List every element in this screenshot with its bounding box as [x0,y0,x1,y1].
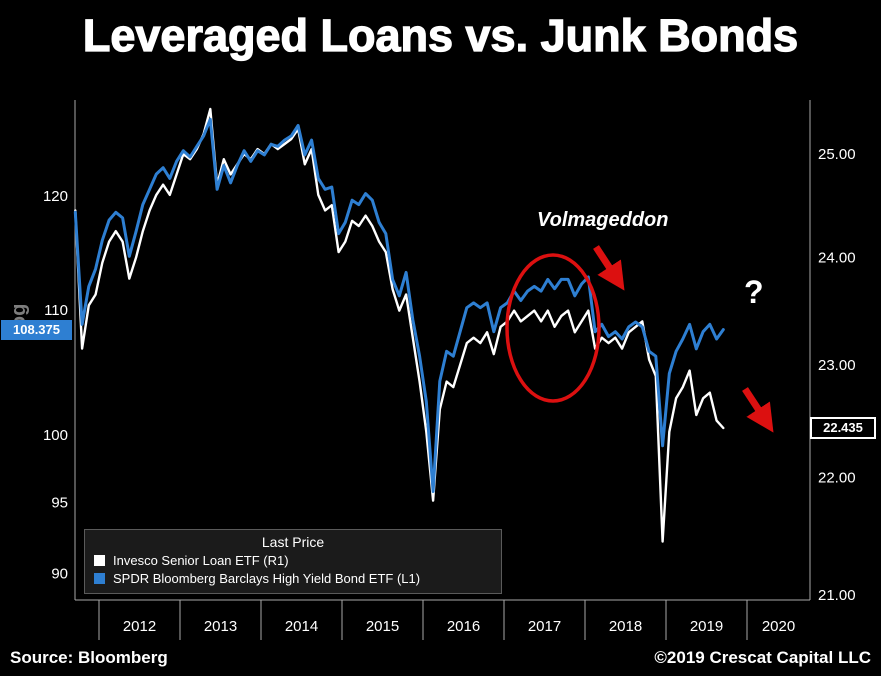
spdr-series-swatch [94,573,105,584]
right-axis-tick-label: 24.00 [818,249,856,266]
legend-item-label: SPDR Bloomberg Barclays High Yield Bond … [113,571,421,586]
x-axis-tick-label: 2013 [204,618,237,635]
source-label: Source: Bloomberg [10,648,168,667]
legend-title: Last Price [261,534,325,550]
left-axis-tick-label: 110 [44,302,68,319]
volmageddon-arrow-icon [593,245,625,291]
volmageddon-label: Volmageddon [537,209,669,231]
footer: Source: Bloomberg ©2019 Crescat Capital … [0,648,881,668]
x-axis-tick-label: 2015 [366,618,399,635]
right-axis-tick-label: 23.00 [818,357,856,374]
legend: Last Price Invesco Senior Loan ETF (R1) … [84,529,502,594]
x-axis-tick-label: 2016 [447,618,480,635]
left-axis-tick-label: 120 [43,188,68,205]
x-axis-tick-label: 2014 [285,618,318,635]
left-axis-tick-label: 90 [51,565,68,582]
chart-area: 2012 2013 2014 2015 2016 2017 2018 2019 2020 120 1… [0,92,881,648]
volmageddon-circle [505,253,601,403]
x-axis-tick-label: 2019 [690,618,723,635]
x-axis-tick-label: 2012 [123,618,156,635]
copyright-label: ©2019 Crescat Capital LLC [654,648,871,667]
legend-item-label: Invesco Senior Loan ETF (R1) [113,553,289,568]
x-axis-tick-label: 2018 [609,618,642,635]
legend-item-invesco: Invesco Senior Loan ETF (R1) [94,553,492,568]
series-invesco-senior-loan-etf [74,107,725,543]
chart-title: Leveraged Loans vs. Junk Bonds [82,9,799,61]
question-mark-annotation: ? [744,274,764,310]
invesco-series-swatch [94,555,105,566]
down-arrow-2019-icon [742,387,774,433]
left-axis-tick-label: 95 [51,495,68,512]
legend-item-spdr: SPDR Bloomberg Barclays High Yield Bond … [94,571,492,586]
right-axis-tick-label: 25.00 [818,146,856,163]
right-axis-tick-label: 22.00 [818,469,856,486]
right-axis-price-tag: 22.435 [810,416,876,439]
left-axis-tick-label: 100 [43,427,68,444]
price-chart-svg: 2012 2013 2014 2015 2016 2017 2018 2019 2020 120 1… [43,100,856,640]
x-axis-tick-label: 2017 [528,618,561,635]
x-axis-tick-label: 2020 [762,618,795,635]
right-axis-tick-label: 21.00 [818,587,856,604]
left-axis-price-tag: 108.375 [1,319,72,340]
series-spdr-bloomberg-barclays-high-yield-bond-etf [73,117,725,493]
